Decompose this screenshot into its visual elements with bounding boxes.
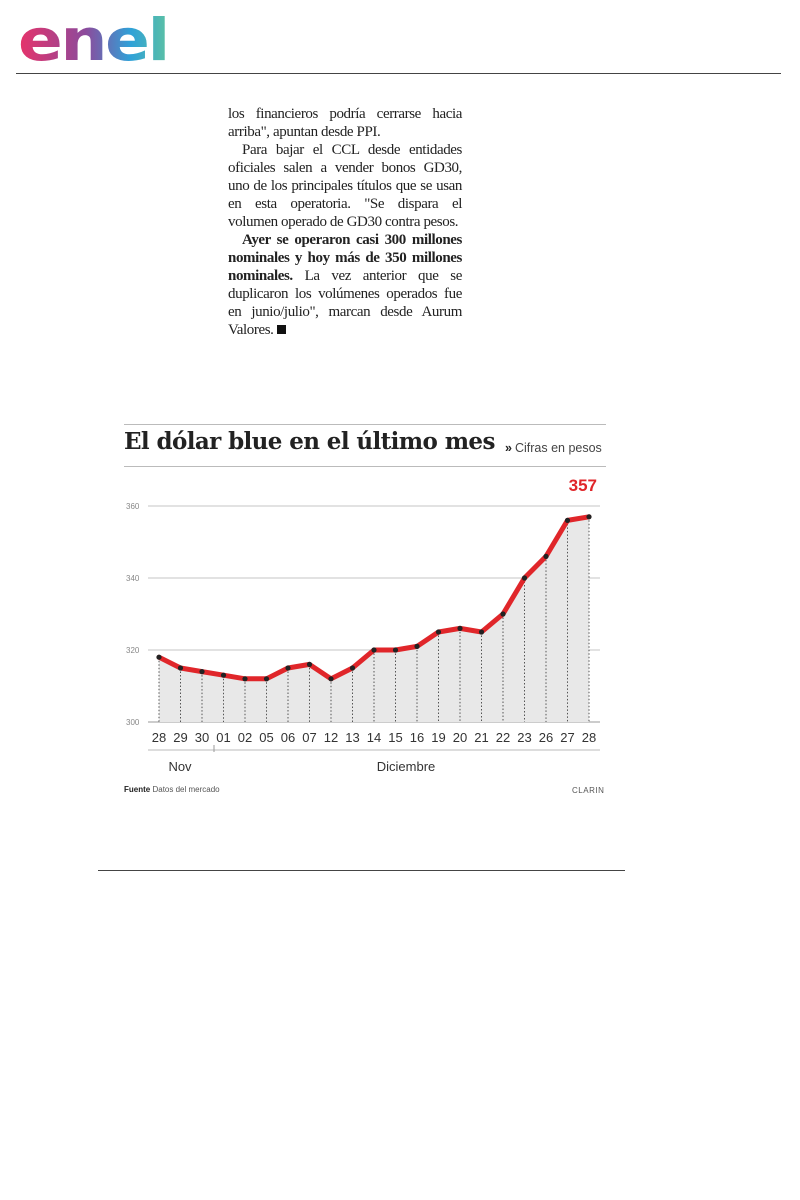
footer-divider: [98, 870, 625, 871]
enel-logo-wordmark: enel: [18, 14, 168, 70]
chart-top-rule: [124, 424, 606, 425]
x-tick-label-19: 27: [560, 730, 574, 745]
dolar-blue-chart: 300 320 340 360 28 29 30 01 02 05 06 07 12 13 14 15 16 1…: [126, 476, 600, 774]
data-point-10: [371, 647, 377, 653]
x-tick-label-6: 06: [281, 730, 295, 745]
double-chevron-icon: »: [505, 441, 512, 455]
data-point-6: [285, 665, 291, 671]
data-point-3: [220, 672, 227, 678]
data-point-2: [199, 669, 205, 675]
data-point-7: [306, 661, 313, 667]
x-tick-label-18: 26: [539, 730, 553, 745]
peak-value-label: 357: [569, 476, 597, 495]
x-tick-label-14: 20: [453, 730, 467, 745]
source-text: Datos del mercado: [152, 785, 220, 794]
chart-subtitle: » Cifras en pesos: [505, 441, 602, 455]
data-point-15: [478, 629, 485, 635]
article-text: los financieros podría cerrarse hacia ar…: [228, 105, 462, 339]
x-tick-label-20: 28: [582, 730, 596, 745]
x-tick-label-13: 19: [431, 730, 445, 745]
chart-units: Cifras en pesos: [514, 441, 602, 455]
x-tick-label-16: 22: [496, 730, 510, 745]
article-paragraph-3: Ayer se operaron casi 300 millones nomin…: [228, 231, 462, 339]
data-point-0: [156, 654, 162, 660]
x-tick-label-2: 30: [195, 730, 209, 745]
data-point-17: [521, 575, 528, 581]
data-point-8: [328, 676, 334, 682]
x-tick-label-12: 16: [410, 730, 424, 745]
data-point-19: [564, 517, 571, 523]
y-tick-label-320: 320: [126, 646, 140, 655]
chart-title-rule: [124, 466, 606, 467]
x-tick-label-15: 21: [474, 730, 488, 745]
data-point-1: [177, 665, 184, 671]
data-point-9: [349, 665, 356, 671]
x-tick-label-10: 14: [367, 730, 381, 745]
data-point-12: [414, 643, 420, 649]
x-group-label-1: Diciembre: [377, 759, 436, 774]
end-of-article-icon: [276, 325, 286, 334]
x-tick-label-5: 05: [259, 730, 273, 745]
chart-source: Fuente Datos del mercado: [124, 785, 220, 794]
x-tick-label-4: 02: [238, 730, 252, 745]
x-tick-label-0: 28: [152, 730, 166, 745]
data-point-4: [242, 676, 248, 682]
y-tick-label-300: 300: [126, 718, 140, 727]
data-point-18: [543, 553, 549, 559]
article-paragraph-3-rest: La vez anterior que se duplicaron los vo…: [228, 268, 462, 338]
x-tick-label-3: 01: [216, 730, 230, 745]
x-tick-label-8: 12: [324, 730, 338, 745]
x-tick-label-11: 15: [388, 730, 402, 745]
y-tick-label-340: 340: [126, 574, 140, 583]
data-point-14: [457, 625, 463, 631]
x-group-label-0: Nov: [168, 759, 192, 774]
header-divider: [16, 73, 781, 74]
x-tick-label-17: 23: [517, 730, 531, 745]
data-point-5: [263, 676, 270, 682]
article-paragraph-1: los financieros podría cerrarse hacia ar…: [228, 106, 462, 140]
data-point-16: [500, 611, 506, 617]
source-label: Fuente: [124, 785, 151, 794]
data-point-13: [435, 629, 442, 635]
x-tick-label-1: 29: [173, 730, 187, 745]
chart-title: El dólar blue en el último mes: [124, 428, 495, 455]
article-highlight: Ayer se operaron casi 300 millones nomin…: [228, 232, 462, 284]
enel-logo: enel: [18, 14, 170, 70]
chart-credit: CLARIN: [572, 786, 605, 795]
x-tick-label-7: 07: [302, 730, 316, 745]
y-tick-label-360: 360: [126, 502, 140, 511]
data-point-11: [392, 647, 399, 653]
x-tick-label-9: 13: [345, 730, 359, 745]
article-paragraph-2: Para bajar el CCL desde entidades oficia…: [228, 142, 462, 230]
data-point-20: [586, 514, 592, 520]
